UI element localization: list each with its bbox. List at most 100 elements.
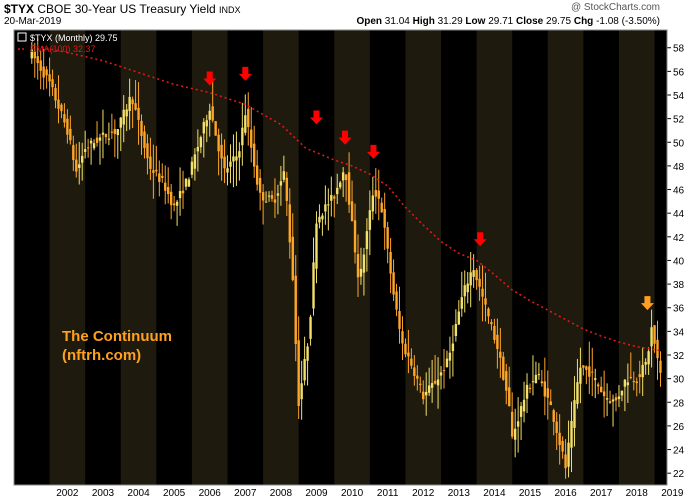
x-tick-label: 2002: [56, 488, 79, 499]
candle-body: [187, 179, 191, 187]
candle-body: [365, 231, 369, 250]
candle-body: [659, 360, 662, 373]
candle-body: [149, 156, 152, 169]
candle-body: [226, 168, 229, 173]
candle-body: [499, 351, 502, 358]
candle-body: [457, 311, 461, 325]
candle-body: [579, 367, 582, 384]
candle-body: [344, 174, 348, 180]
year-band: [191, 30, 228, 485]
candle-body: [528, 387, 532, 389]
candle-body: [300, 383, 303, 400]
watermark-line1: The Continuum: [62, 328, 172, 345]
candle-body: [508, 387, 511, 407]
candle-body: [164, 182, 167, 191]
y-tick-label: 38: [673, 280, 685, 291]
candle-body: [306, 346, 309, 361]
y-tick-label: 24: [673, 446, 685, 457]
candle-body: [42, 66, 45, 78]
legend-label-price: $TYX (Monthly) 29.75: [30, 33, 118, 43]
candle-body: [502, 356, 505, 380]
candle-body: [297, 340, 300, 407]
candle-body: [309, 316, 312, 339]
x-tick-label: 2012: [412, 488, 435, 499]
candle-body: [617, 396, 621, 400]
candle-body: [371, 195, 375, 212]
red-arrow-marker: [309, 110, 323, 125]
candle-body: [635, 381, 638, 384]
candle-body: [475, 270, 478, 281]
plot-frame: [13, 29, 668, 486]
candle-body: [487, 308, 490, 317]
y-tick-label: 26: [673, 422, 685, 433]
candle-body: [380, 202, 383, 213]
x-tick-label: 2007: [234, 488, 257, 499]
ohlc-readout: Open 31.04 High 31.29 Low 29.71 Close 29…: [356, 16, 660, 27]
candle-body: [525, 384, 529, 399]
candle-body: [78, 164, 81, 168]
candle-body: [101, 132, 105, 135]
candle-body: [253, 143, 256, 167]
candle-body: [454, 324, 458, 336]
candle-body: [69, 128, 72, 141]
candle-body: [656, 339, 659, 359]
candle-body: [522, 399, 526, 412]
candle-body: [33, 51, 36, 59]
candle-body: [427, 385, 431, 393]
candle-body: [152, 170, 155, 173]
candle-body: [258, 177, 262, 193]
candle-body: [232, 156, 235, 162]
candle-body: [496, 334, 499, 349]
high-value: 31.29: [437, 16, 463, 27]
candle-body: [175, 201, 179, 206]
candle-body: [537, 374, 541, 376]
candle-body: [484, 298, 487, 305]
candle-body: [270, 195, 274, 199]
x-tick-label: 2016: [554, 488, 577, 499]
candle-body: [422, 391, 425, 400]
candle-body: [451, 343, 455, 352]
candle-body: [193, 154, 197, 169]
candle-body: [72, 145, 75, 161]
x-tick-label: 2017: [590, 488, 613, 499]
candle-body: [582, 365, 585, 368]
candle-body: [89, 140, 93, 144]
candle-body: [546, 388, 549, 398]
candle-body: [442, 370, 446, 372]
candle-body: [113, 129, 117, 134]
candle-body: [235, 156, 238, 161]
candle-body: [632, 381, 635, 383]
candle-body: [223, 156, 226, 169]
candle-body: [190, 161, 194, 175]
y-tick-label: 52: [673, 115, 685, 126]
candle-body: [57, 99, 60, 109]
candle-body: [220, 144, 223, 159]
y-tick-label: 42: [673, 233, 685, 244]
candle-body: [552, 410, 555, 422]
red-arrow-marker: [338, 130, 352, 145]
candle-body: [196, 146, 200, 152]
red-arrow-marker: [473, 232, 487, 247]
candle-body: [39, 60, 42, 71]
candle-body: [339, 182, 342, 188]
watermark-line2: (nftrh.com): [62, 347, 142, 364]
candle-body: [264, 201, 268, 203]
candle-body: [410, 358, 413, 366]
candle-body: [404, 343, 407, 355]
candle-body: [288, 204, 291, 243]
close-label: Close: [516, 16, 544, 27]
candle-body: [448, 352, 452, 361]
candle-body: [282, 171, 286, 180]
candle-body: [561, 440, 564, 452]
chart-title: $TYX CBOE 30-Year US Treasury Yield INDX: [4, 2, 241, 16]
candle-body: [208, 110, 211, 120]
symbol-description: CBOE 30-Year US Treasury Yield: [37, 2, 216, 16]
candle-body: [318, 216, 321, 223]
red-arrow-marker: [366, 144, 380, 159]
x-tick-label: 2010: [341, 488, 364, 499]
low-label: Low: [465, 16, 486, 27]
candle-body: [543, 381, 547, 397]
year-band: [405, 30, 442, 485]
